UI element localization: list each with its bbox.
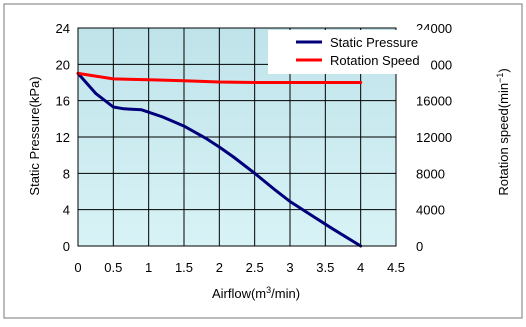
- x-axis-title: Airflow(m3/min): [212, 285, 300, 301]
- x-tick-label: 4: [357, 260, 364, 275]
- y-axis-right-title: Rotation speed(min−1): [495, 68, 511, 195]
- x-tick-label: 1.5: [175, 260, 193, 275]
- plot-border: [77, 27, 397, 247]
- legend-label-rotation-speed: Rotation Speed: [330, 53, 420, 68]
- x-tick-label: 1: [145, 260, 152, 275]
- y-right-tick-label: 12000: [416, 130, 452, 145]
- y-right-tick-label: 4000: [416, 203, 445, 218]
- y-left-tick-label: 0: [63, 239, 70, 254]
- x-tick-label: 2: [216, 260, 223, 275]
- series-line-rotation-speed: [76, 71, 363, 84]
- y-axis-left-title: Static Pressure(kPa): [27, 76, 42, 195]
- y-right-tick-label: 8000: [416, 166, 445, 181]
- x-tick-label: 3.5: [316, 260, 334, 275]
- y-left-tick-label: 12: [56, 130, 70, 145]
- legend: Static Pressure Rotation Speed: [268, 30, 430, 74]
- y-right-tick-label: 0: [416, 239, 423, 254]
- x-tick-label: 0.5: [104, 260, 122, 275]
- y-left-tick-label: 24: [56, 21, 70, 36]
- series-line-static-pressure: [76, 71, 363, 248]
- y-left-tick-label: 4: [63, 203, 70, 218]
- y-left-tick-label: 16: [56, 94, 70, 109]
- y-left-tick-label: 8: [63, 166, 70, 181]
- legend-box: [268, 30, 430, 74]
- y-left-tick-label: 20: [56, 57, 70, 72]
- x-tick-label: 0: [74, 260, 81, 275]
- y-right-tick-label: 16000: [416, 94, 452, 109]
- x-tick-label: 2.5: [246, 260, 264, 275]
- series-lines: [76, 71, 363, 248]
- x-tick-label: 4.5: [387, 260, 405, 275]
- tick-labels: 0 0.5 1 1.5 2 2.5 3 3.5 4 4.5 0 4 8 12 16 20 24 0 4000 8000…: [56, 21, 453, 275]
- x-tick-label: 3: [286, 260, 293, 275]
- legend-label-static-pressure: Static Pressure: [330, 35, 418, 50]
